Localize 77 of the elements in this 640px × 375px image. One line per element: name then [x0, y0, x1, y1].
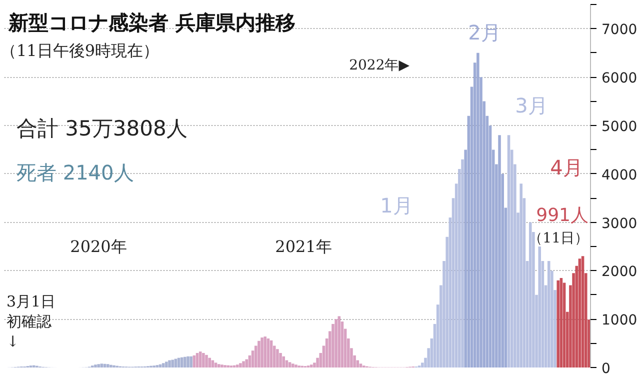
bar [217, 364, 220, 368]
bar [202, 352, 205, 368]
bar [291, 364, 294, 368]
bar [186, 356, 190, 368]
bar [97, 364, 100, 368]
bar [476, 52, 480, 368]
annotation: 3月1日 [6, 292, 56, 310]
annotation: 初確認 [6, 312, 52, 330]
bar [276, 349, 279, 368]
bar [168, 360, 171, 368]
bar [214, 362, 218, 368]
bar [279, 352, 282, 368]
annotation: 991人 [536, 205, 589, 226]
bar [205, 354, 208, 368]
bar [100, 364, 104, 368]
y-tick-label: 3000 [602, 216, 638, 232]
bar [198, 352, 202, 368]
annotation: 2021年 [275, 237, 332, 256]
annotation: 3月 [515, 94, 548, 118]
bar [334, 319, 338, 368]
bar [110, 364, 112, 368]
bar [266, 338, 270, 368]
bar [498, 135, 501, 368]
bar [211, 360, 214, 368]
bar [260, 337, 264, 368]
bar [196, 352, 199, 368]
bar [528, 222, 532, 368]
y-tick-label: 5000 [602, 119, 638, 135]
bar [190, 356, 192, 368]
annotation: 2022年▶ [349, 58, 410, 74]
bar [288, 362, 292, 368]
bar [94, 364, 97, 368]
bar [520, 184, 522, 368]
bar [239, 363, 242, 368]
bar [192, 355, 196, 368]
bar [220, 364, 224, 368]
y-tick-label: 6000 [602, 70, 638, 87]
text: （11日午後9時現在） [0, 41, 160, 60]
bar [285, 360, 288, 368]
bar [245, 359, 248, 368]
bar [538, 246, 541, 368]
annotation: 2月 [468, 20, 501, 44]
annotation: 1月 [380, 194, 413, 218]
annotation: 合計 35万3808人 [16, 116, 188, 140]
bar [258, 340, 260, 368]
bar [294, 364, 298, 368]
annotation: 死者 2140人 [16, 160, 134, 184]
annotation: 4月 [550, 156, 583, 180]
chart-title: 新型コロナ感染者 兵庫県内推移 [8, 10, 296, 34]
bar [282, 356, 286, 368]
bar [310, 364, 313, 368]
bar [242, 361, 245, 368]
bar [184, 356, 186, 368]
bar [171, 360, 174, 368]
annotation: （11日） [528, 230, 589, 246]
bar [106, 364, 110, 368]
annotation: 2020年 [70, 237, 127, 256]
bar [507, 135, 510, 368]
bar [162, 363, 165, 368]
annotation: ↓ [6, 332, 20, 350]
y-tick-label: 7000 [602, 22, 638, 38]
bar [236, 364, 239, 368]
bar [560, 278, 563, 368]
bar [547, 261, 550, 368]
y-tick-label: 0 [602, 361, 610, 375]
bar [359, 364, 362, 368]
bar [165, 362, 168, 368]
y-tick-label: 4000 [602, 167, 638, 184]
bar [208, 358, 211, 368]
bar [270, 340, 273, 368]
bar [581, 256, 584, 368]
y-tick-label: 2000 [602, 264, 638, 280]
bar [338, 316, 341, 368]
bar [264, 336, 267, 368]
bar [556, 280, 560, 368]
bar [578, 258, 582, 368]
y-tick-label: 1000 [602, 312, 638, 329]
